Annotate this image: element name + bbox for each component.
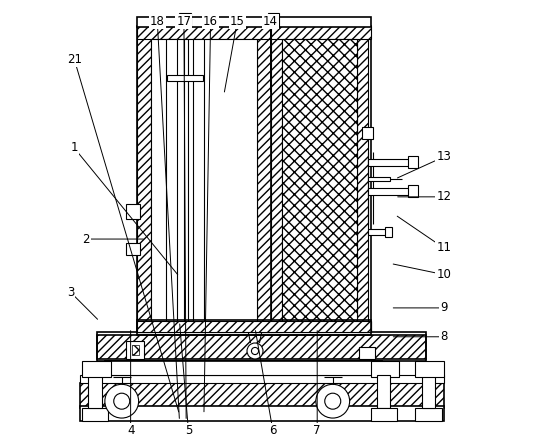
Bar [80, 405, 444, 421]
Text: 17: 17 [177, 15, 191, 28]
Bar [357, 26, 368, 332]
Bar [104, 360, 382, 375]
Bar [368, 177, 390, 181]
Text: 2: 2 [82, 232, 90, 245]
Bar [422, 375, 435, 408]
Text: 8: 8 [440, 330, 448, 343]
Text: 5: 5 [185, 424, 192, 437]
Bar [415, 361, 444, 377]
Bar [257, 26, 271, 332]
Text: 16: 16 [203, 15, 218, 28]
Text: 13: 13 [436, 150, 451, 163]
Bar [97, 334, 426, 359]
Text: 21: 21 [67, 53, 82, 66]
Bar [138, 320, 371, 335]
Circle shape [324, 393, 341, 409]
Bar [368, 159, 410, 166]
Circle shape [247, 343, 263, 359]
Bar [377, 375, 390, 408]
Circle shape [105, 384, 139, 418]
Bar [271, 26, 282, 332]
Bar [271, 26, 371, 39]
Text: 11: 11 [436, 241, 452, 254]
Bar [138, 321, 271, 332]
Bar [385, 227, 392, 237]
Circle shape [114, 393, 130, 409]
Bar [368, 229, 386, 235]
Bar [268, 13, 279, 27]
Bar [82, 361, 111, 377]
Bar [359, 346, 375, 359]
Bar [138, 17, 371, 27]
Bar [132, 345, 139, 354]
Bar [371, 408, 397, 421]
Text: 6: 6 [269, 424, 277, 437]
Circle shape [251, 347, 258, 354]
Bar [168, 75, 203, 81]
Text: 4: 4 [127, 424, 134, 437]
Bar [89, 375, 102, 408]
Text: 15: 15 [230, 15, 245, 28]
Bar [138, 321, 371, 332]
Bar [138, 26, 151, 332]
Bar [126, 244, 140, 255]
Bar [126, 203, 140, 219]
Bar [271, 26, 371, 332]
Text: 1: 1 [70, 142, 78, 155]
Bar [361, 127, 373, 139]
Text: 10: 10 [436, 268, 451, 281]
Bar [151, 39, 257, 321]
Bar [408, 185, 418, 197]
Bar [166, 39, 177, 321]
Bar [368, 188, 410, 194]
Bar [126, 341, 144, 359]
Bar [97, 332, 426, 361]
Bar [408, 156, 418, 169]
Bar [80, 375, 444, 384]
Circle shape [316, 384, 350, 418]
Bar [82, 408, 108, 421]
Bar [138, 26, 271, 39]
Text: 14: 14 [263, 15, 278, 28]
Bar [371, 361, 399, 377]
Bar [271, 321, 371, 332]
Text: 3: 3 [67, 286, 74, 299]
Bar [80, 384, 444, 408]
Bar [193, 39, 204, 321]
Bar [415, 408, 442, 421]
Text: 12: 12 [436, 190, 452, 203]
Bar [179, 13, 191, 27]
Bar [282, 39, 357, 321]
Text: 9: 9 [440, 301, 448, 314]
Bar [138, 26, 271, 332]
Text: 7: 7 [314, 424, 321, 437]
Text: 18: 18 [150, 15, 164, 28]
